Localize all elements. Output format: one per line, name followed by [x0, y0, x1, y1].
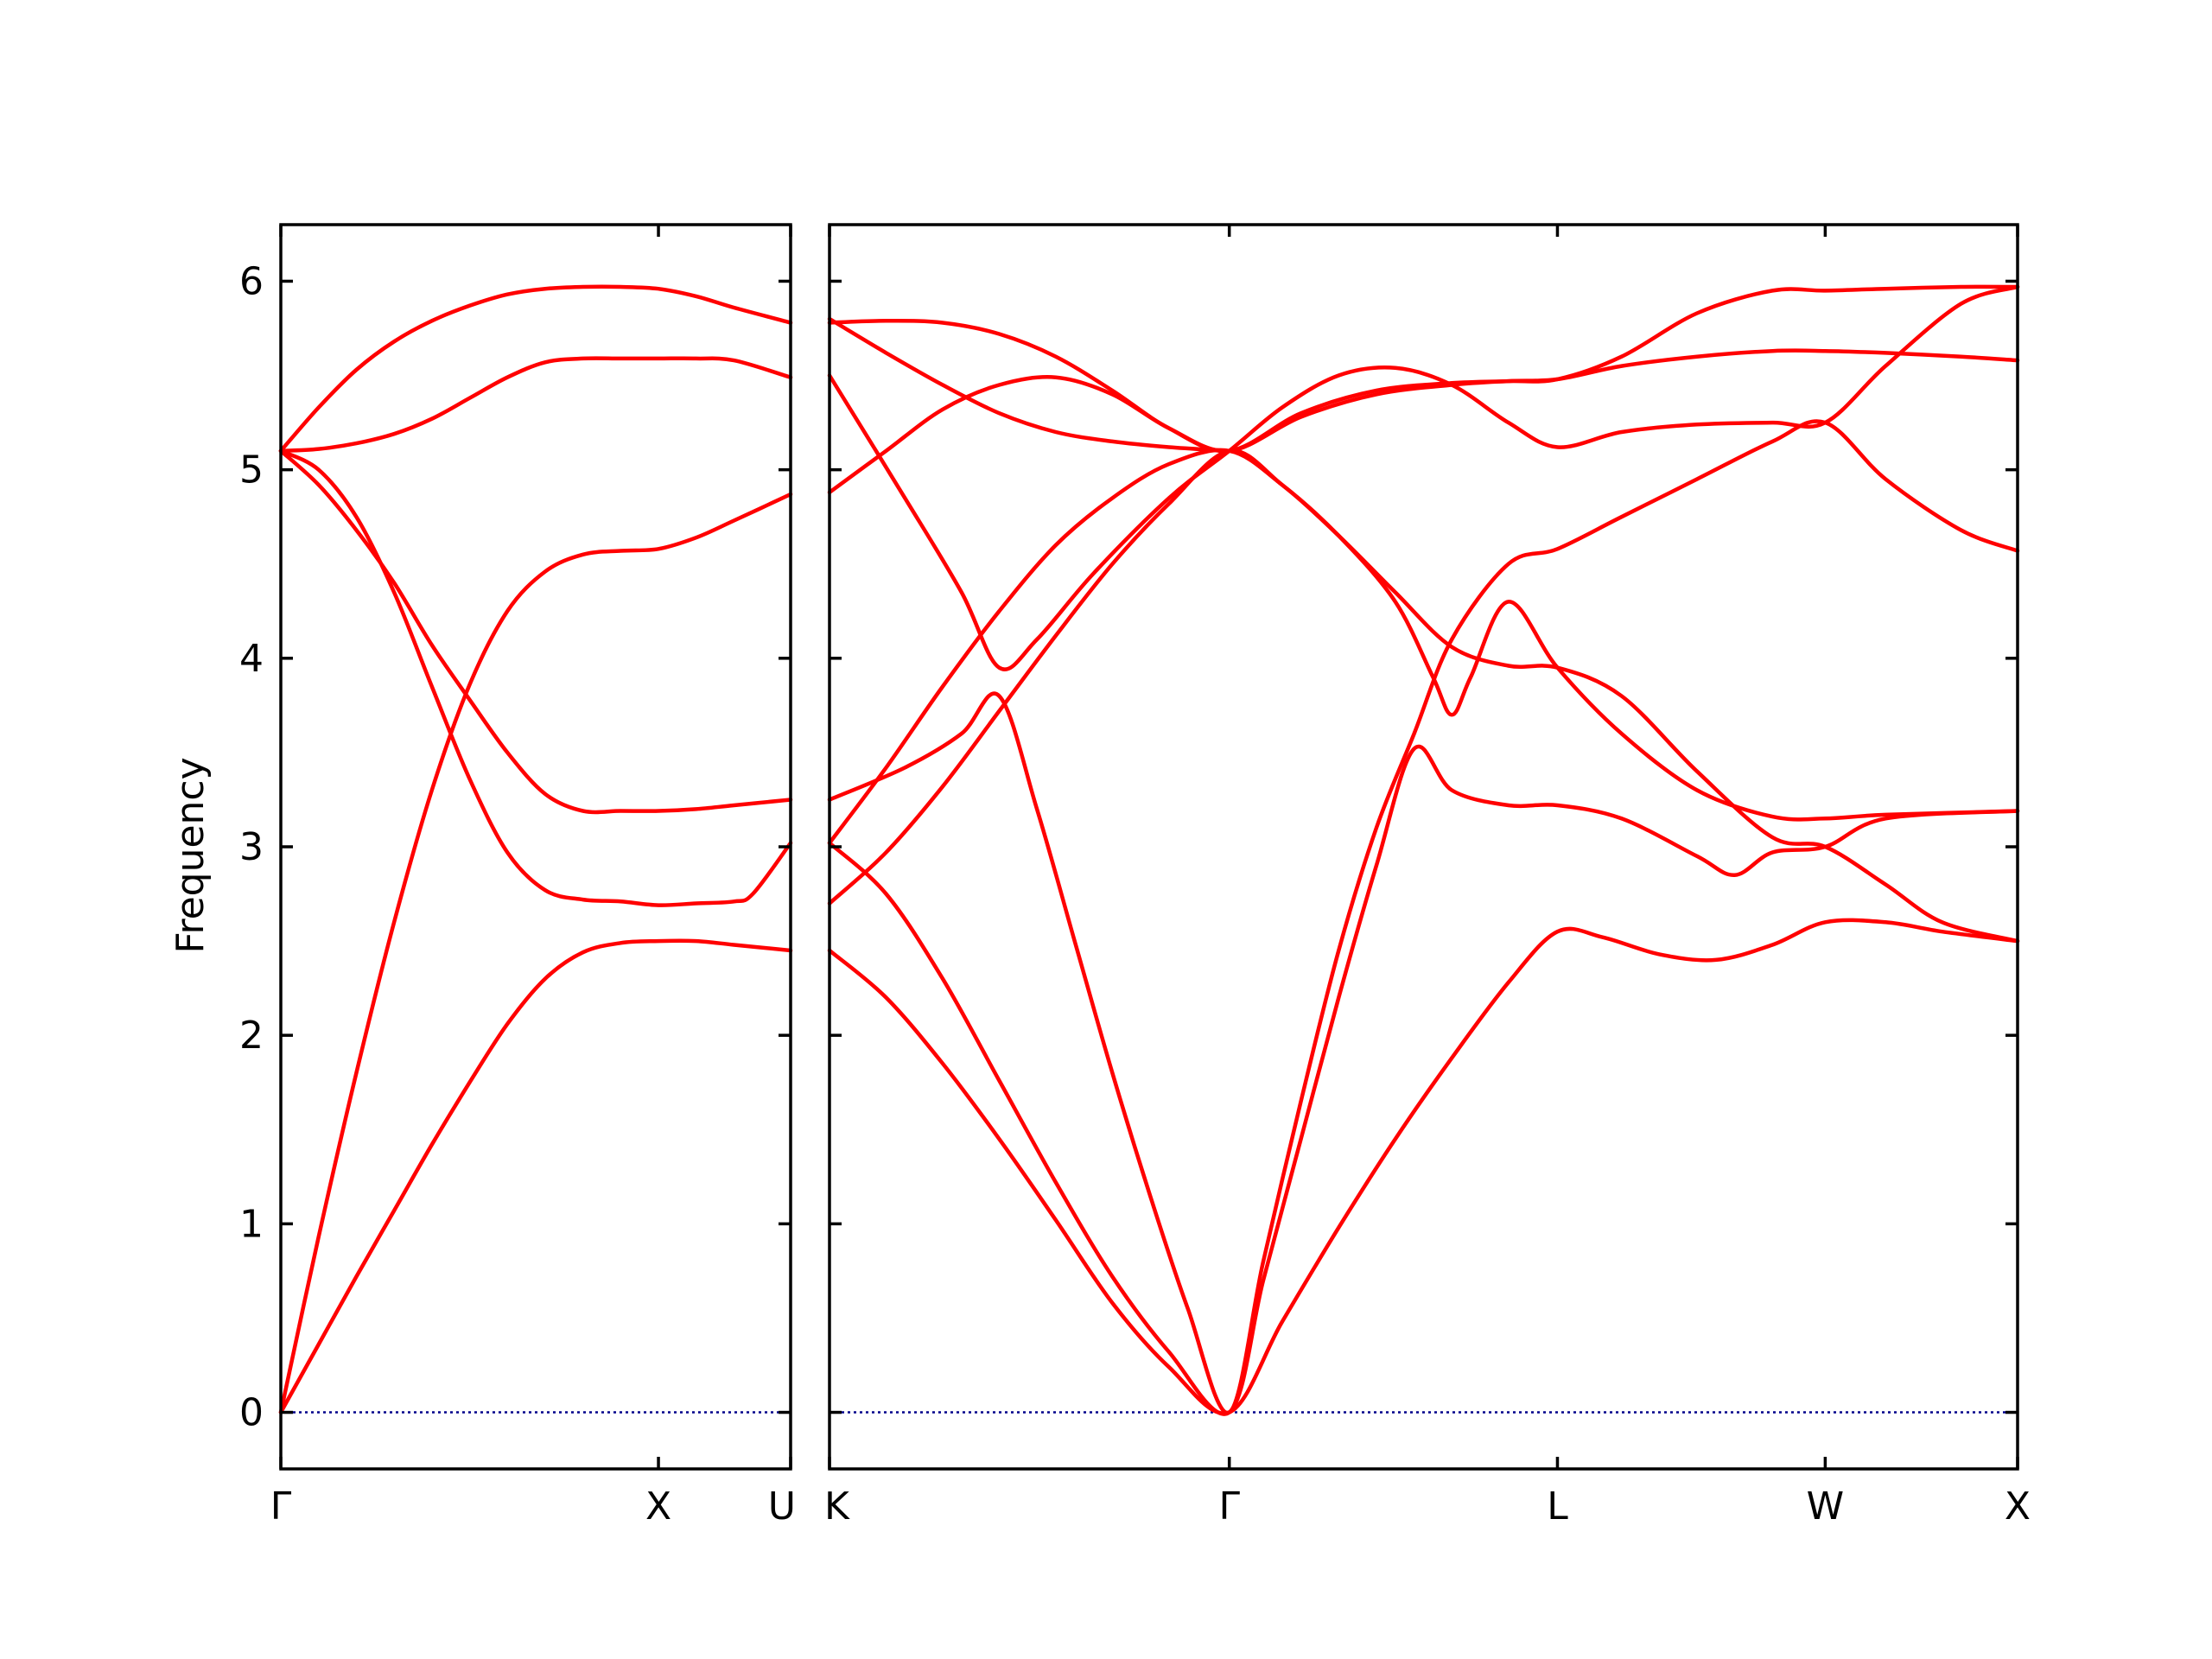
band-3 — [278, 448, 793, 907]
band-1 — [278, 938, 793, 1414]
plot-panels: 0 1 2 3 4 5 6 Γ X U K Γ L W X — [239, 223, 2031, 1529]
band-2 — [827, 744, 2020, 1416]
band-4 — [827, 448, 2020, 944]
y-tick-label: 2 — [239, 1014, 264, 1058]
band-6 — [278, 284, 793, 454]
band-5 — [278, 356, 793, 454]
left-panel: 0 1 2 3 4 5 6 Γ X U — [239, 223, 796, 1529]
band-2 — [278, 492, 793, 1414]
y-axis-label: Frequency — [168, 757, 213, 953]
x-tick-label: X — [2005, 1484, 2031, 1529]
x-tick-label: W — [1807, 1484, 1845, 1529]
x-tick-label: L — [1547, 1484, 1568, 1529]
x-tick-label: X — [645, 1484, 671, 1529]
y-tick-label: 3 — [239, 825, 264, 869]
band-4 — [278, 448, 793, 815]
x-tick-label: Γ — [270, 1484, 292, 1529]
band-1 — [827, 918, 2020, 1415]
band-3 — [827, 419, 2020, 1415]
band-5 — [827, 448, 2020, 845]
band-7 — [827, 348, 2020, 495]
plot-frame — [279, 223, 792, 1471]
y-tick-label: 4 — [239, 637, 264, 681]
y-tick-label: 6 — [239, 259, 264, 303]
band-6 — [827, 284, 2020, 671]
x-tick-label: U — [768, 1484, 796, 1529]
band-8 — [827, 284, 2020, 454]
y-tick-label: 0 — [239, 1391, 264, 1435]
y-tick-label: 1 — [239, 1202, 264, 1246]
band-9 — [827, 316, 1231, 454]
x-tick-label: Γ — [1218, 1484, 1240, 1529]
x-tick-label: K — [824, 1484, 850, 1529]
y-tick-label: 5 — [239, 448, 264, 493]
